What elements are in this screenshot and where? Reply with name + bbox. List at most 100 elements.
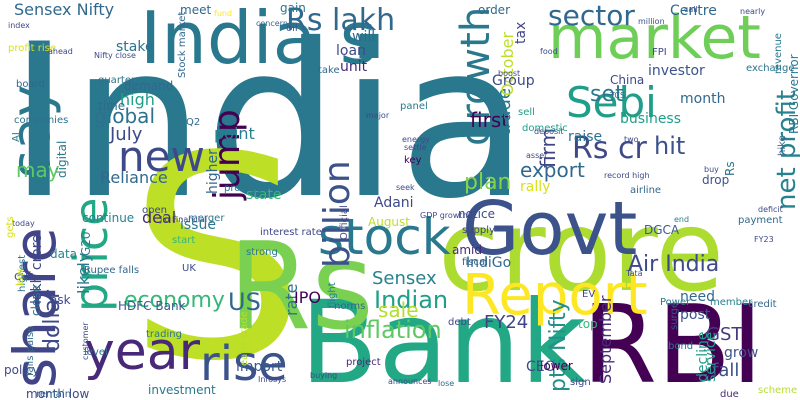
word-drop: drop [702,173,730,187]
word-profit-jumps: profit jumps [224,183,285,194]
word-jio-financial: Jio Financial [160,215,208,224]
word-gdp-growth: GDP growth [420,211,468,220]
word-concern: concern [256,19,288,28]
word-fy23: FY23 [754,235,774,244]
word-first: first [470,108,510,132]
word-sale: sale [378,298,419,322]
word-start: start [172,235,196,246]
word-fall: fall [712,360,740,381]
word-amid: amid [452,243,482,257]
word-adani: Adani [374,195,414,211]
word-infosys: Infosys [258,375,287,384]
word-top: top [578,317,598,331]
word-us: US [228,288,261,316]
word-digital: digital [55,140,69,178]
word-level: level [84,347,108,358]
word-million: million [638,17,665,26]
word-unit: unit [340,59,368,75]
word-bank: Bank [300,276,587,400]
word-investor: investor [648,63,705,79]
word-board: board [16,79,45,90]
word-energy: energy [402,135,430,144]
word-air-india: Air India [628,252,720,277]
word-ahead: ahead [48,47,73,56]
word-scheme: scheme [758,385,798,396]
word-settle: settle [404,143,427,152]
word-govt: Govt [462,186,638,272]
word-need: need [680,289,715,305]
word-customer: customer [81,322,90,360]
word-crore: crore [438,187,725,317]
word-sector: sector [548,0,635,32]
word-sensex-nifty: Sensex Nifty [14,0,115,19]
word-profit-rise: profit rise [8,43,57,54]
word-deficit: deficit [758,205,783,214]
word-fpi: FPI [652,47,667,58]
word-india: India [8,0,529,245]
word-market: market [548,3,761,73]
word-cut: cut [14,269,33,283]
word-july: July [110,124,143,145]
word-ev: EV [582,289,596,300]
word-s: S [128,97,306,400]
word-nearly: nearly [740,7,766,16]
word-revenue: revenue [773,33,784,74]
word-food: food [540,47,558,56]
word-end: end [674,215,690,224]
word-g20: G20 [79,231,93,256]
word-ai: AI [11,132,22,142]
word-rs: Rs [228,218,374,357]
word-loan: loan [336,43,366,59]
word-hit: hit [654,132,686,160]
word-bond: bond [668,341,694,352]
word-oil: oil [286,23,298,34]
word-reliance: Reliance [100,168,168,187]
word-ask: ask [50,293,71,307]
word-sign: sign [570,377,591,388]
word-hike: hike [777,135,788,156]
word-tax: tax [513,21,529,44]
word-dgca: DGCA [644,223,680,237]
word-boost: boost [498,69,521,78]
word-rs-lakh: Rs lakh [286,3,396,38]
word-call: call [684,5,698,14]
word-plan: plan [464,170,512,195]
word-quarter: quarter [98,75,136,86]
word-rbi: RBI [582,283,763,400]
word-may: may [16,158,60,182]
word-merger: merger [188,213,225,224]
word-high: high [120,90,155,109]
word-payment: payment [738,215,783,226]
word-september: September [596,295,615,384]
word-due: due [720,389,739,400]
word-strong: strong [246,247,278,258]
word-index: index [8,21,30,30]
word-tata: Tata [626,269,643,278]
word-companies: companies [14,115,69,126]
word-raise: raise [568,129,603,145]
word-uk: UK [182,263,196,274]
word-stake: stake [116,39,154,55]
word-set: set [590,82,624,107]
word-year: year [84,322,201,382]
word-major: major [366,111,390,120]
word-global: global [94,104,155,128]
word-take: take [318,65,340,76]
word-group: Group [492,73,535,89]
word-domestic: domestic [522,123,568,134]
word-today: today [12,219,35,228]
word-norms: norms [334,301,366,312]
word-pts-nifty: pts Nifty [546,299,571,392]
word-august: August [368,215,410,229]
word-point: point [214,124,255,143]
word-centre: Centre [670,3,717,19]
word-investment: investment [148,383,216,397]
word-rupee-falls: Rupee falls [84,265,140,276]
word-tcs: TCS [610,91,626,100]
word-indigo: IndiGo [466,255,512,271]
word-surge: surge [669,302,680,330]
word-gst: GST [706,324,743,345]
word-stock-market: Stock market [177,11,188,78]
word-issue: issue [180,217,216,233]
